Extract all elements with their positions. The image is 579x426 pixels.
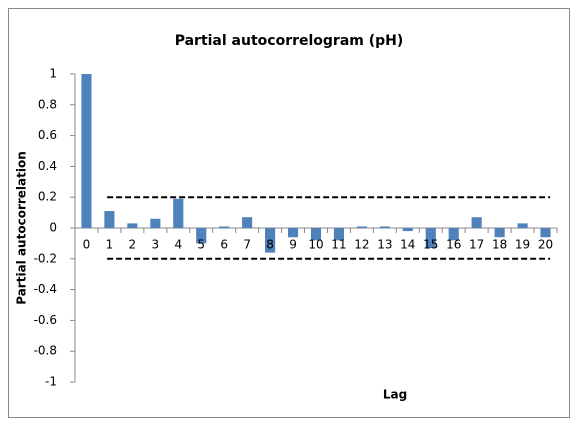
- y-tick-label: -1: [45, 375, 57, 389]
- y-tick-label: 0.8: [38, 97, 57, 111]
- x-tick-label: 7: [243, 238, 251, 252]
- x-tick-label: 6: [220, 238, 228, 252]
- bar: [150, 218, 161, 228]
- bar: [196, 228, 207, 244]
- bar: [310, 228, 322, 241]
- y-tick-label: 0.4: [38, 159, 57, 173]
- bar: [540, 228, 551, 238]
- x-tick-label: 20: [538, 238, 553, 252]
- bar: [127, 223, 138, 228]
- x-tick-label: 18: [492, 238, 507, 252]
- x-tick-label: 8: [266, 238, 274, 252]
- x-tick-label: 17: [469, 238, 484, 252]
- bar: [471, 217, 482, 228]
- y-tick-label: -0.6: [34, 313, 57, 327]
- y-axis-label: Partial autocorrelation: [15, 151, 29, 305]
- x-axis-label: Lag: [383, 388, 407, 402]
- bar: [494, 228, 505, 238]
- bar: [219, 226, 230, 228]
- bar: [81, 74, 92, 228]
- x-tick-label: 10: [308, 238, 323, 252]
- x-tick-label: 15: [423, 238, 438, 252]
- x-tick-label: 16: [446, 238, 461, 252]
- x-tick-label: 5: [197, 238, 205, 252]
- y-tick-label: -0.8: [34, 344, 57, 358]
- y-tick-label: 0.6: [38, 128, 57, 142]
- y-tick-label: -0.4: [34, 282, 57, 296]
- bar: [242, 217, 253, 228]
- bar: [333, 228, 345, 241]
- x-tick-label: 9: [289, 238, 297, 252]
- chart-title: Partial autocorrelogram (pH): [175, 33, 404, 49]
- x-tick-label: 11: [331, 238, 346, 252]
- x-tick-label: 3: [152, 238, 160, 252]
- x-tick-label: 12: [354, 238, 369, 252]
- bar: [173, 198, 184, 228]
- x-tick-label: 14: [400, 238, 415, 252]
- x-tick-label: 1: [106, 238, 114, 252]
- bar: [379, 226, 390, 228]
- x-tick-label: 19: [515, 238, 530, 252]
- bar: [265, 228, 276, 253]
- y-tick-label: 0.2: [38, 190, 57, 204]
- bar: [448, 228, 459, 241]
- bar: [287, 228, 299, 238]
- bar: [402, 228, 413, 232]
- x-tick-label: 13: [377, 238, 392, 252]
- bar: [356, 226, 367, 228]
- y-tick-label: -0.2: [34, 251, 57, 265]
- bar: [104, 211, 115, 228]
- chart-frame: [8, 8, 570, 418]
- bar: [517, 223, 528, 228]
- x-tick-label: 0: [83, 238, 91, 252]
- x-tick-label: 2: [129, 238, 137, 252]
- x-tick-label: 4: [174, 238, 182, 252]
- bar: [425, 228, 436, 249]
- y-tick-label: 0: [49, 221, 57, 235]
- y-tick-label: 1: [49, 67, 57, 81]
